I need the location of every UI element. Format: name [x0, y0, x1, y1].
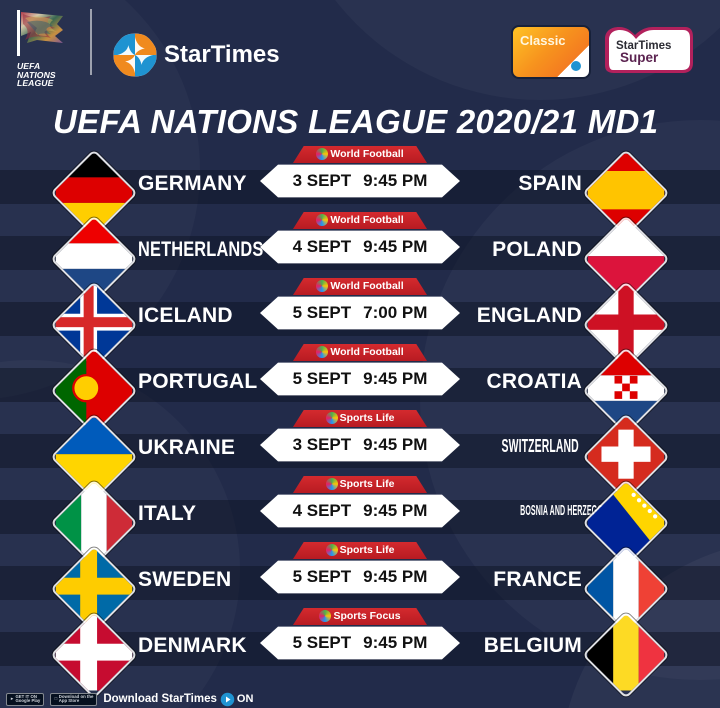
svg-text:Super: Super	[620, 50, 659, 65]
